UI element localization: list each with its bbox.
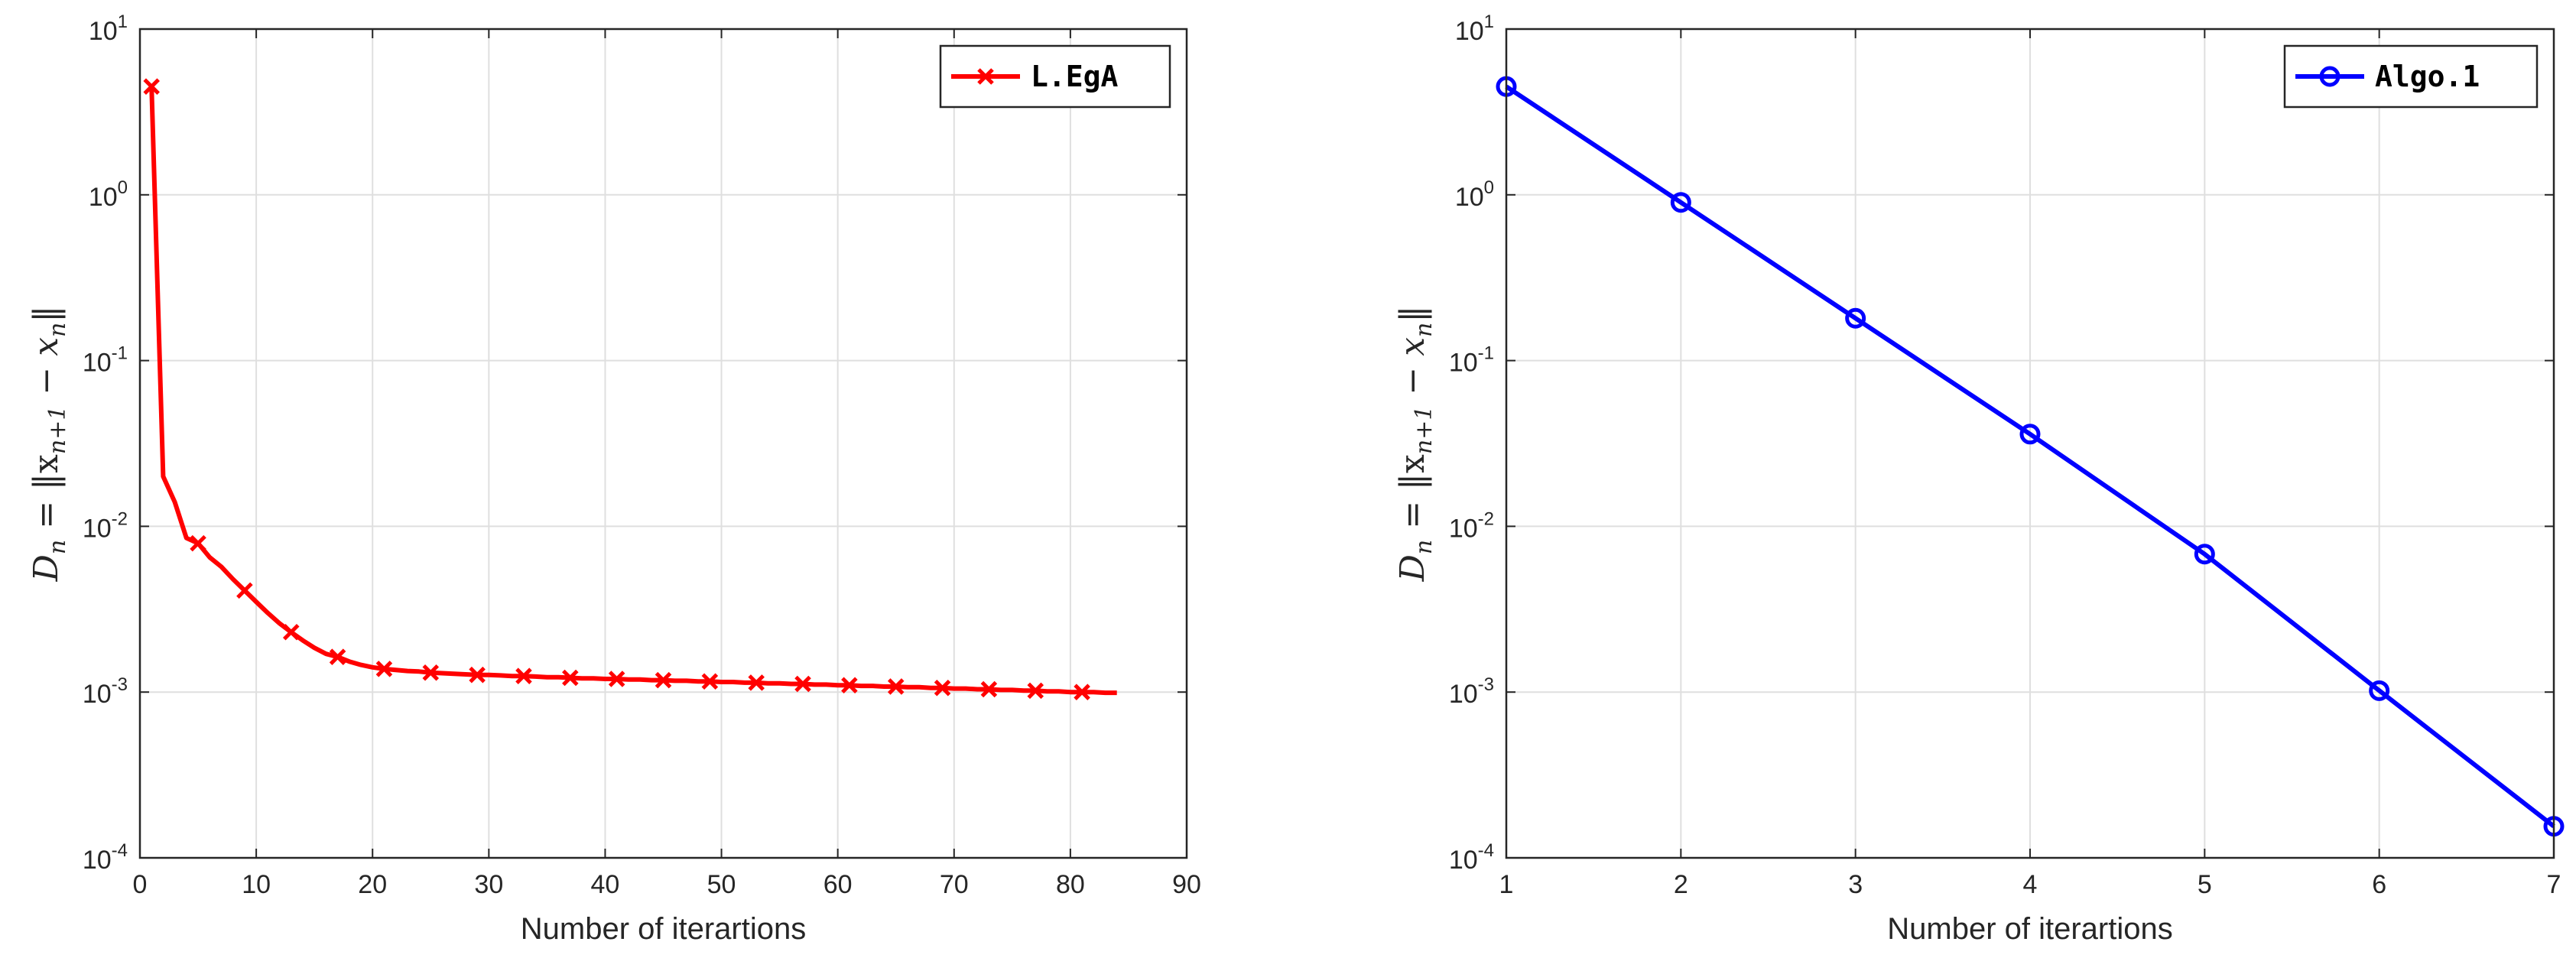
data-point bbox=[469, 666, 486, 684]
data-point bbox=[236, 582, 253, 599]
x-tick-label: 5 bbox=[2198, 870, 2212, 899]
x-tick-label: 50 bbox=[707, 870, 736, 899]
data-point bbox=[608, 671, 625, 687]
data-point bbox=[375, 661, 393, 677]
x-tick-label: 10 bbox=[242, 870, 271, 899]
y-tick-label: 10-3 bbox=[1449, 674, 1494, 709]
legend-marker bbox=[2319, 66, 2340, 87]
x-tick-label: 0 bbox=[133, 870, 148, 899]
x-tick-label: 6 bbox=[2372, 870, 2386, 899]
y-tick-label: 101 bbox=[89, 11, 128, 46]
series-line-L.EgA bbox=[149, 86, 1117, 696]
y-tick-label: 10-1 bbox=[1449, 343, 1494, 378]
legend: Algo.1 bbox=[2283, 44, 2539, 109]
y-tick-label: 10-1 bbox=[83, 343, 128, 378]
legend-label: L.EgA bbox=[1031, 60, 1119, 93]
data-point bbox=[934, 679, 951, 697]
data-point bbox=[1074, 684, 1090, 700]
legend: L.EgA bbox=[939, 44, 1171, 109]
x-tick-label: 1 bbox=[1499, 870, 1514, 899]
data-point bbox=[1027, 682, 1044, 700]
data-point bbox=[841, 677, 858, 693]
legend-marker bbox=[977, 68, 994, 85]
x-axis-label: Number of iterartions bbox=[1887, 912, 2172, 946]
x-tick-label: 4 bbox=[2023, 870, 2038, 899]
data-point bbox=[980, 680, 998, 698]
data-point bbox=[794, 675, 811, 693]
data-point bbox=[190, 534, 206, 552]
x-tick-label: 90 bbox=[1172, 870, 1201, 899]
y-tick-label: 10-4 bbox=[83, 840, 128, 875]
y-tick-label: 10-2 bbox=[1449, 508, 1494, 543]
y-tick-label: 10-3 bbox=[83, 674, 128, 709]
data-point bbox=[1670, 192, 1691, 213]
chart-left: 0 10 20 30 40 50 60 70 80 90 10-4 10-3 10-2 10-1 100 10… bbox=[27, 11, 1201, 946]
data-point bbox=[329, 648, 346, 665]
y-axis-label: Dn = ‖xn+1 − xn‖D_n = ||x_{n+1} − x_n|| bbox=[1393, 306, 1437, 583]
x-tick-label: 30 bbox=[474, 870, 503, 899]
data-point bbox=[143, 78, 160, 95]
data-point bbox=[562, 669, 579, 687]
plot-area bbox=[140, 29, 1187, 858]
x-tick-label: 3 bbox=[1848, 870, 1863, 899]
x-axis-label: Number of iterartions bbox=[521, 912, 806, 946]
data-point bbox=[1845, 307, 1866, 329]
y-axis-label: Dn = ‖xn+1 − xn‖D_n = ||x_{n+1} − x_n|| bbox=[27, 306, 71, 583]
data-point bbox=[2019, 424, 2041, 445]
data-point bbox=[422, 664, 440, 681]
data-point bbox=[2369, 680, 2390, 701]
y-tick-label: 100 bbox=[1455, 177, 1494, 212]
y-tick-label: 10-4 bbox=[1449, 840, 1494, 875]
chart-right: 1 2 3 4 5 6 7 10-4 10-3 10-2 10-1 100 101 Number of i… bbox=[1393, 11, 2565, 946]
y-tick-label: 10-2 bbox=[83, 508, 128, 543]
x-tick-label: 2 bbox=[1674, 870, 1688, 899]
x-tick-label: 7 bbox=[2547, 870, 2561, 899]
y-tick-label: 100 bbox=[89, 177, 128, 212]
data-point bbox=[515, 667, 532, 684]
axes-frame bbox=[138, 28, 1188, 859]
data-point bbox=[655, 671, 672, 689]
data-point bbox=[701, 673, 719, 690]
data-point bbox=[282, 624, 300, 641]
x-tick-label: 60 bbox=[823, 870, 853, 899]
x-tick-label: 80 bbox=[1056, 870, 1085, 899]
data-point bbox=[748, 674, 765, 691]
data-point bbox=[887, 678, 905, 695]
x-tick-label: 40 bbox=[591, 870, 620, 899]
legend-label: Algo.1 bbox=[2375, 60, 2480, 93]
y-tick-label: 101 bbox=[1455, 11, 1494, 46]
x-tick-label: 70 bbox=[940, 870, 969, 899]
x-tick-label: 20 bbox=[358, 870, 387, 899]
series-line-Algo.1 bbox=[1505, 84, 2555, 829]
data-point bbox=[2194, 544, 2215, 565]
